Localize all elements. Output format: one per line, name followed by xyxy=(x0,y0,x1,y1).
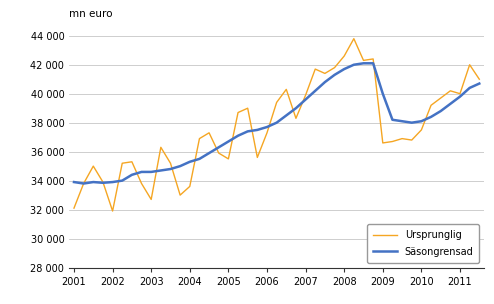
Ursprunglig xyxy=(167,161,173,165)
Säsongrensad xyxy=(235,134,241,137)
Ursprunglig xyxy=(284,88,289,91)
Säsongrensad xyxy=(467,86,473,90)
Ursprunglig xyxy=(119,161,125,165)
Säsongrensad xyxy=(245,130,250,133)
Ursprunglig xyxy=(457,92,463,95)
Säsongrensad xyxy=(293,106,299,110)
Säsongrensad xyxy=(119,179,125,182)
Ursprunglig xyxy=(409,138,414,142)
Säsongrensad xyxy=(303,98,309,101)
Ursprunglig xyxy=(139,182,145,185)
Ursprunglig xyxy=(245,106,250,110)
Säsongrensad xyxy=(216,146,222,149)
Säsongrensad xyxy=(409,121,414,125)
Säsongrensad xyxy=(110,180,116,184)
Säsongrensad xyxy=(284,114,289,117)
Ursprunglig xyxy=(389,140,395,143)
Säsongrensad xyxy=(448,102,453,106)
Ursprunglig xyxy=(90,164,96,168)
Ursprunglig xyxy=(274,101,280,104)
Säsongrensad xyxy=(148,170,154,174)
Säsongrensad xyxy=(380,92,386,95)
Ursprunglig xyxy=(235,111,241,114)
Ursprunglig xyxy=(264,131,270,135)
Säsongrensad xyxy=(361,61,367,65)
Säsongrensad xyxy=(177,164,183,168)
Säsongrensad xyxy=(399,119,405,123)
Säsongrensad xyxy=(225,140,231,143)
Säsongrensad xyxy=(351,63,357,67)
Säsongrensad xyxy=(476,82,482,85)
Ursprunglig xyxy=(148,198,154,201)
Ursprunglig xyxy=(312,67,318,71)
Line: Ursprunglig: Ursprunglig xyxy=(74,39,479,211)
Säsongrensad xyxy=(312,89,318,93)
Säsongrensad xyxy=(254,128,260,132)
Ursprunglig xyxy=(197,137,203,140)
Ursprunglig xyxy=(438,96,444,100)
Ursprunglig xyxy=(303,93,309,97)
Ursprunglig xyxy=(293,116,299,120)
Ursprunglig xyxy=(476,78,482,81)
Säsongrensad xyxy=(90,180,96,184)
Ursprunglig xyxy=(71,206,77,210)
Line: Säsongrensad: Säsongrensad xyxy=(74,63,479,184)
Säsongrensad xyxy=(264,125,270,129)
Ursprunglig xyxy=(225,157,231,161)
Ursprunglig xyxy=(428,103,434,107)
Säsongrensad xyxy=(197,157,203,161)
Säsongrensad xyxy=(206,151,212,155)
Ursprunglig xyxy=(351,37,357,40)
Text: mn euro: mn euro xyxy=(69,9,113,19)
Ursprunglig xyxy=(448,89,453,93)
Säsongrensad xyxy=(370,61,376,65)
Säsongrensad xyxy=(167,167,173,171)
Ursprunglig xyxy=(399,137,405,140)
Säsongrensad xyxy=(389,118,395,122)
Ursprunglig xyxy=(361,59,367,62)
Säsongrensad xyxy=(100,181,106,185)
Ursprunglig xyxy=(187,185,193,188)
Säsongrensad xyxy=(139,170,145,174)
Ursprunglig xyxy=(380,141,386,145)
Säsongrensad xyxy=(438,109,444,113)
Säsongrensad xyxy=(418,119,424,123)
Säsongrensad xyxy=(158,169,164,172)
Ursprunglig xyxy=(129,160,135,164)
Ursprunglig xyxy=(177,193,183,197)
Ursprunglig xyxy=(370,57,376,61)
Säsongrensad xyxy=(457,95,463,98)
Ursprunglig xyxy=(81,182,86,185)
Ursprunglig xyxy=(322,72,328,75)
Ursprunglig xyxy=(206,131,212,135)
Ursprunglig xyxy=(216,151,222,155)
Ursprunglig xyxy=(254,156,260,159)
Ursprunglig xyxy=(158,146,164,149)
Säsongrensad xyxy=(187,160,193,164)
Ursprunglig xyxy=(100,180,106,184)
Legend: Ursprunglig, Säsongrensad: Ursprunglig, Säsongrensad xyxy=(367,224,479,263)
Säsongrensad xyxy=(331,73,337,77)
Säsongrensad xyxy=(81,182,86,185)
Ursprunglig xyxy=(341,54,347,58)
Säsongrensad xyxy=(428,115,434,119)
Ursprunglig xyxy=(418,128,424,132)
Säsongrensad xyxy=(71,180,77,184)
Säsongrensad xyxy=(274,121,280,125)
Ursprunglig xyxy=(331,66,337,69)
Ursprunglig xyxy=(110,209,116,213)
Säsongrensad xyxy=(341,67,347,71)
Säsongrensad xyxy=(129,173,135,177)
Säsongrensad xyxy=(322,80,328,84)
Ursprunglig xyxy=(467,63,473,67)
